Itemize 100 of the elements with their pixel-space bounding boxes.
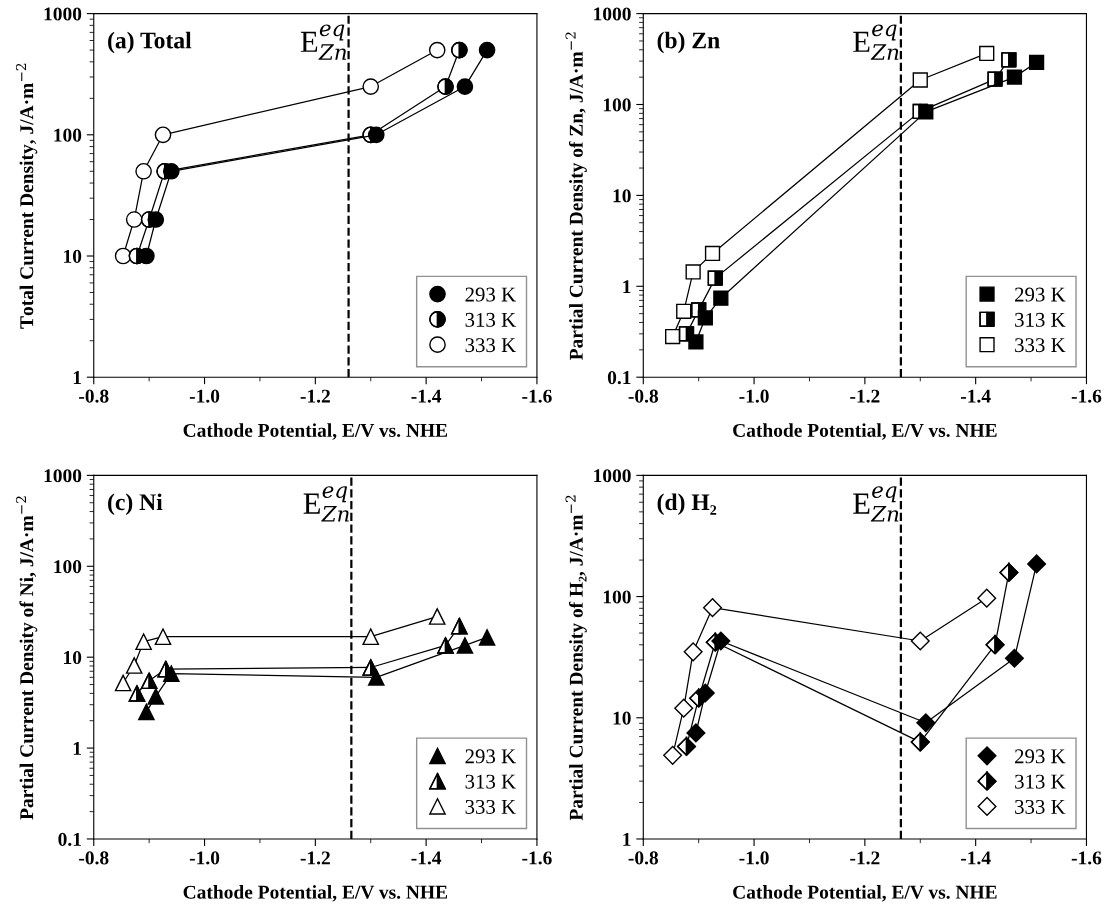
point (367, 669, 385, 686)
y-tick-label: 10 (64, 249, 82, 263)
y-tick-label: 1000 (594, 7, 631, 21)
x-tick-label: -1.0 (189, 389, 220, 403)
text: (a) Total (108, 31, 192, 54)
point (135, 633, 152, 651)
point (686, 723, 706, 743)
x-axis-title: Cathode Potential, E/V vs. NHE (733, 423, 997, 440)
text: (c) Ni (108, 493, 163, 515)
x-tick-label: -1.6 (522, 851, 552, 865)
ref-line-label: E$^{eq}$$_{Zn}$ (853, 24, 899, 60)
ref-line-label: E$^{eq}$$_{Zn}$ (303, 486, 349, 522)
point (688, 334, 704, 350)
point (663, 745, 683, 765)
y-tick-label: 1000 (594, 469, 631, 483)
text: (b) Zn (657, 31, 720, 54)
legend-label: 293 K (1015, 287, 1066, 302)
point (147, 688, 165, 705)
point (428, 41, 446, 59)
y-axis-title: Partial Current Density of Ni, J/A·m$^{−2}$ (15, 496, 38, 820)
point (702, 598, 723, 618)
point (428, 608, 446, 625)
legend-label: 333 K (1015, 799, 1066, 814)
x-tick-label: -1.6 (1071, 389, 1102, 403)
y-tick-label: 10 (613, 189, 631, 203)
x-tick-label: -1.6 (522, 389, 552, 403)
point (154, 628, 172, 646)
y-axis-title: Partial Current Density of Zn, J/A·m$^{−2}$ (565, 32, 587, 360)
x-axis-title: Cathode Potential, E/V vs. NHE (183, 885, 448, 902)
x-tick-label: -1.4 (960, 389, 991, 403)
point (1028, 54, 1045, 71)
legend-label: 313 K (465, 312, 516, 327)
point (114, 247, 132, 265)
y-tick-label: 1 (623, 280, 631, 294)
y-tick-label: 10 (64, 650, 82, 665)
x-tick-label: -0.8 (628, 389, 659, 403)
y-tick-label: 1 (73, 741, 81, 755)
y-tick-label: 100 (603, 98, 631, 112)
point (456, 78, 474, 95)
x-axis-title: Cathode Potential, E/V vs. NHE (733, 885, 997, 902)
point (114, 674, 132, 692)
y-tick-label: 1 (73, 371, 81, 384)
x-tick-label: -1.0 (189, 851, 220, 865)
legend-label: 293 K (465, 749, 516, 764)
point (912, 72, 928, 88)
x-tick-label: -0.8 (79, 851, 109, 865)
x-tick-label: -1.4 (411, 851, 442, 865)
point (362, 628, 380, 646)
ref-line-label: E$^{eq}$$_{Zn}$ (300, 24, 347, 60)
point (362, 78, 380, 95)
x-tick-label: -1.2 (300, 851, 330, 865)
x-tick-label: -1.2 (300, 389, 330, 403)
legend-label: 313 K (1015, 312, 1066, 327)
legend-label: 293 K (1015, 749, 1066, 764)
point (456, 636, 474, 654)
legend-label: 333 K (1015, 338, 1066, 353)
y-axis-title: Partial Current Density of H₂, J/A·m$^{−2}$ (565, 495, 587, 821)
point (125, 657, 143, 674)
point (674, 698, 694, 718)
point (154, 126, 172, 144)
legend-label: 333 K (465, 799, 516, 814)
y-tick-label: 1 (623, 832, 631, 846)
point (1004, 648, 1024, 668)
y-tick-label: 100 (54, 560, 82, 574)
x-tick-label: -1.2 (850, 851, 880, 865)
point (713, 290, 729, 306)
x-tick-label: -1.6 (1071, 851, 1102, 865)
y-tick-label: 1000 (44, 7, 82, 21)
y-tick-label: 10 (613, 711, 631, 725)
point (478, 41, 496, 59)
point (676, 303, 692, 320)
point (1027, 554, 1047, 574)
legend-label: 333 K (465, 338, 516, 353)
point (478, 629, 496, 646)
point (977, 588, 997, 608)
x-tick-label: -0.8 (628, 851, 659, 865)
y-tick-label: 0.1 (58, 832, 81, 846)
point (665, 328, 681, 345)
point (910, 631, 930, 651)
point (683, 642, 703, 662)
point (1006, 69, 1023, 85)
legend-label: 293 K (465, 287, 516, 302)
point (685, 264, 701, 280)
point (135, 162, 152, 180)
y-tick-label: 1000 (44, 469, 82, 483)
x-tick-label: -1.4 (411, 389, 442, 403)
point (916, 713, 936, 733)
x-axis-title: Cathode Potential, E/V vs. NHE (183, 423, 448, 440)
x-tick-label: -1.0 (739, 851, 769, 865)
legend-label: 313 K (1015, 774, 1066, 789)
y-axis-title: Total Current Density, J/A·m$^{−2}$ (15, 63, 38, 329)
x-tick-label: -0.8 (79, 389, 109, 403)
x-tick-label: -1.4 (960, 851, 991, 865)
ref-line-label: E$^{eq}$$_{Zn}$ (853, 486, 899, 522)
point (162, 665, 180, 682)
x-tick-label: -1.2 (850, 389, 880, 403)
point (125, 211, 143, 228)
point (704, 245, 721, 262)
y-tick-label: 100 (603, 590, 631, 604)
y-tick-label: 0.1 (607, 371, 631, 385)
